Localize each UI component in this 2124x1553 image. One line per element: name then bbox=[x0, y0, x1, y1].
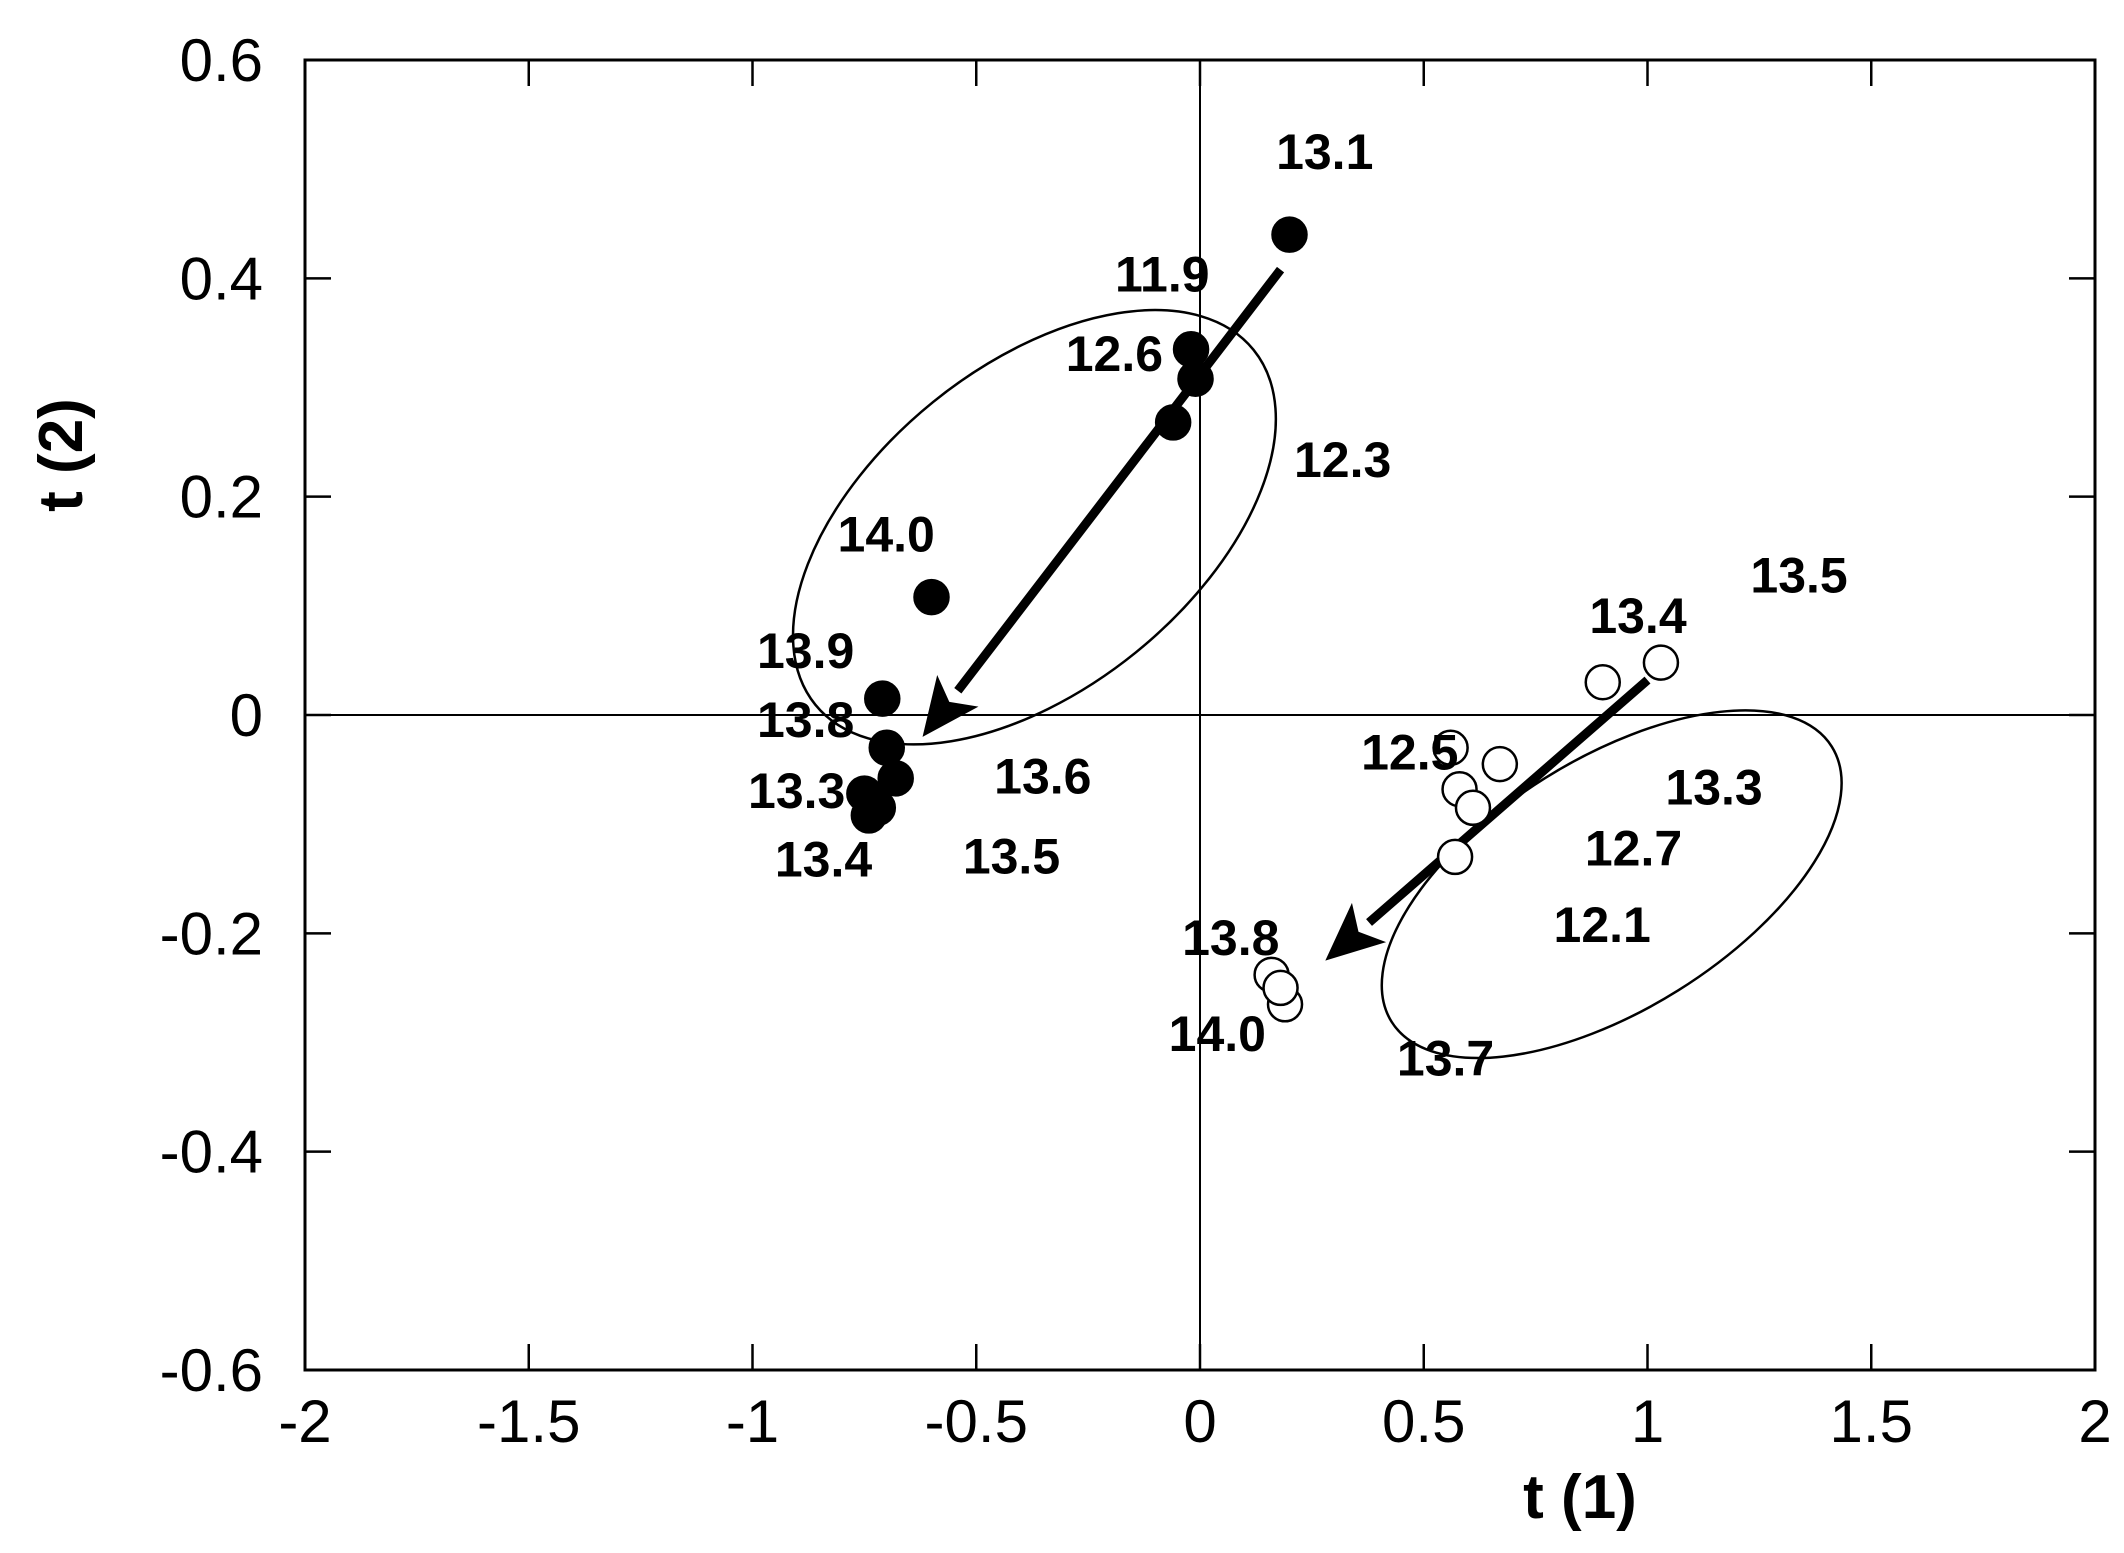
x-tick-label: -0.5 bbox=[925, 1388, 1028, 1455]
y-tick-label: 0 bbox=[230, 682, 263, 749]
point-label: 12.7 bbox=[1585, 821, 1682, 877]
y-tick-label: 0.4 bbox=[180, 245, 263, 312]
filled-point bbox=[864, 680, 901, 717]
point-label: 12.5 bbox=[1361, 725, 1458, 781]
open-point bbox=[1432, 729, 1469, 766]
point-label: 13.9 bbox=[757, 623, 854, 679]
point-label: 14.0 bbox=[1169, 1006, 1266, 1062]
open-point bbox=[1642, 644, 1680, 681]
x-axis-title: t (1) bbox=[1523, 1463, 1637, 1532]
filled-point bbox=[859, 789, 897, 827]
filled-point bbox=[868, 729, 905, 766]
point-label: 13.8 bbox=[757, 692, 854, 748]
x-tick-label: -2 bbox=[278, 1388, 331, 1455]
open-point bbox=[1454, 789, 1492, 827]
point-label: 11.9 bbox=[1115, 246, 1210, 302]
point-label: 13.5 bbox=[963, 828, 1060, 884]
y-tick-label: 0.2 bbox=[180, 464, 263, 531]
filled-point bbox=[877, 760, 914, 797]
x-tick-label: 0 bbox=[1183, 1388, 1216, 1455]
trend-arrow-head-1 bbox=[922, 674, 979, 737]
x-tick-label: -1.5 bbox=[477, 1388, 580, 1455]
group-ellipses bbox=[791, 308, 1843, 1060]
point-label: 12.6 bbox=[1066, 326, 1163, 382]
point-label: 12.3 bbox=[1294, 432, 1391, 488]
x-tick-label: 1.5 bbox=[1830, 1388, 1913, 1455]
point-labels: 13.1 11.9 12.6 12.3 14.0 13.9 13.8 13.6 13.3 13.4… bbox=[748, 124, 1848, 1086]
open-point bbox=[1436, 838, 1474, 876]
filled-point bbox=[1271, 216, 1308, 253]
point-label: 13.3 bbox=[1665, 760, 1762, 816]
point-label: 13.3 bbox=[748, 763, 845, 819]
group-ellipse-2 bbox=[1380, 709, 1843, 1060]
y-tick-label: -0.2 bbox=[160, 900, 263, 967]
point-label: 13.4 bbox=[1589, 588, 1687, 644]
trend-arrow-head-2 bbox=[1325, 902, 1387, 961]
x-tick-label: 1 bbox=[1631, 1388, 1664, 1455]
trend-arrows bbox=[922, 266, 1651, 961]
point-label: 13.6 bbox=[994, 749, 1091, 805]
point-label: 14.0 bbox=[838, 506, 935, 562]
point-label: 13.7 bbox=[1397, 1030, 1494, 1086]
point-label: 13.8 bbox=[1182, 910, 1279, 966]
group-ellipse-1 bbox=[791, 308, 1278, 746]
y-tick-label: -0.4 bbox=[160, 1119, 263, 1186]
point-label: 12.1 bbox=[1554, 897, 1651, 953]
y-tick-label: -0.6 bbox=[160, 1337, 263, 1404]
y-tick-label: 0.6 bbox=[180, 27, 263, 94]
open-point bbox=[1481, 745, 1519, 783]
open-point bbox=[1584, 664, 1621, 701]
x-tick-label: 2 bbox=[2078, 1388, 2111, 1455]
axes: -2 -1.5 -1 -0.5 0 0.5 1 1.5 2 0.6 0.4 0.2 0 -0.2 -0.4 -… bbox=[160, 27, 2112, 1455]
point-label: 13.5 bbox=[1750, 548, 1847, 604]
filled-point bbox=[1177, 360, 1214, 398]
y-axis-title: t (2) bbox=[27, 398, 96, 512]
filled-point bbox=[1154, 404, 1192, 441]
point-label: 13.4 bbox=[775, 832, 873, 888]
point-label: 13.1 bbox=[1276, 124, 1373, 180]
filled-point bbox=[913, 578, 950, 616]
trend-arrow-shaft-2 bbox=[1366, 676, 1651, 926]
data-points bbox=[846, 216, 1680, 1023]
x-tick-label: -1 bbox=[726, 1388, 779, 1455]
open-point bbox=[1262, 969, 1299, 1007]
x-tick-label: 0.5 bbox=[1382, 1388, 1465, 1455]
trend-arrow-shaft-1 bbox=[954, 266, 1285, 694]
